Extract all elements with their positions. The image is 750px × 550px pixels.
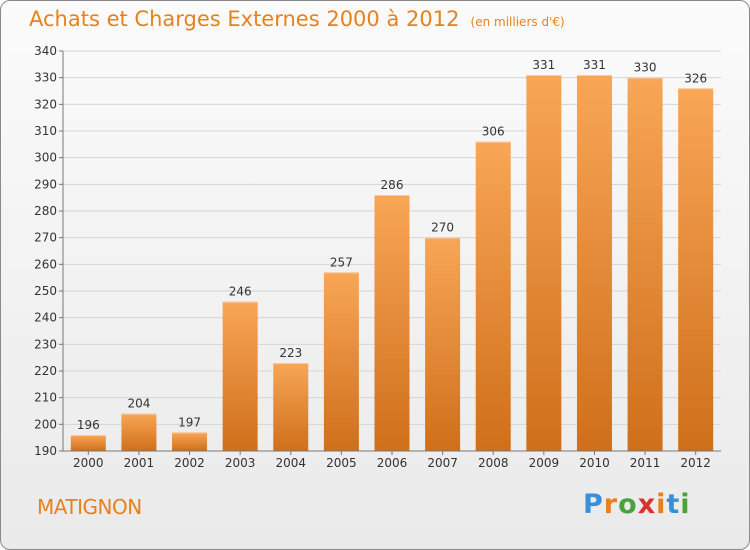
y-tick-label: 230 (34, 337, 57, 351)
bar-2009 (526, 75, 562, 451)
y-tick-label: 340 (34, 44, 57, 58)
bars (70, 75, 714, 452)
value-label-2011: 330 (634, 61, 657, 75)
y-tick-label: 270 (34, 231, 57, 245)
logo-letter: o (618, 489, 638, 520)
bar-2002 (172, 432, 208, 451)
x-tick-label-2004: 2004 (275, 456, 306, 470)
x-tick-label-2006: 2006 (377, 456, 408, 470)
x-tick-label-2005: 2005 (326, 456, 357, 470)
y-tick-label: 220 (34, 364, 57, 378)
proxiti-logo: Proxiti (583, 489, 691, 520)
x-tick-label-2008: 2008 (478, 456, 509, 470)
y-tick-label: 320 (34, 97, 57, 111)
y-tick-label: 200 (34, 417, 57, 431)
bar-2005 (323, 272, 359, 451)
y-tick-label: 300 (34, 151, 57, 165)
x-tick-label-2001: 2001 (124, 456, 155, 470)
value-label-2004: 223 (279, 346, 302, 360)
chart-unit: (en milliers d'€) (470, 15, 565, 29)
value-label-2000: 196 (77, 418, 100, 432)
bar-2008 (475, 141, 511, 451)
value-labels: 196 204 197 246 223 257 286 270 306 331 331 330 326 (77, 58, 707, 432)
value-label-2012: 326 (684, 71, 707, 85)
y-tick-label: 190 (34, 444, 57, 458)
bar-2000 (70, 435, 106, 451)
value-label-2001: 204 (127, 397, 150, 411)
x-tick-label-2000: 2000 (73, 456, 104, 470)
x-tick-label-2012: 2012 (680, 456, 711, 470)
y-tick-label: 210 (34, 391, 57, 405)
town-name: MATIGNON (37, 495, 142, 519)
bar-2010 (576, 75, 612, 451)
value-label-2003: 246 (229, 285, 252, 299)
value-label-2010: 331 (583, 58, 606, 72)
bar-2006 (374, 195, 410, 451)
y-tick-label: 310 (34, 124, 57, 138)
y-tick-label: 330 (34, 71, 57, 85)
logo-letter: t (666, 489, 681, 520)
bar-2003 (222, 301, 258, 451)
value-label-2007: 270 (431, 221, 454, 235)
value-label-2008: 306 (482, 125, 505, 139)
x-tick-label-2011: 2011 (630, 456, 661, 470)
x-tick-label-2007: 2007 (427, 456, 458, 470)
value-label-2006: 286 (381, 178, 404, 192)
x-tick-label-2002: 2002 (174, 456, 205, 470)
y-tick-label: 250 (34, 284, 57, 298)
y-tick-label: 280 (34, 204, 57, 218)
logo-letter: r (603, 489, 619, 520)
y-axis-ticks: 190 200 210 220 230 240 250 260 270 280 290 300 310 3… (34, 44, 63, 458)
x-tick-label-2003: 2003 (225, 456, 256, 470)
logo-letter: P (583, 489, 604, 520)
logo-letter: i (680, 489, 691, 520)
y-tick-label: 260 (34, 257, 57, 271)
y-tick-label: 240 (34, 311, 57, 325)
y-tick-label: 290 (34, 177, 57, 191)
logo-letter: i (656, 489, 667, 520)
value-label-2005: 257 (330, 255, 353, 269)
x-axis-ticks: 2000 2001 2002 2003 2004 2005 2006 2007 2008 2009… (73, 451, 711, 470)
bar-2007 (425, 237, 461, 451)
x-tick-label-2009: 2009 (529, 456, 560, 470)
chart-title-block: Achats et Charges Externes 2000 à 2012 (… (29, 7, 565, 31)
x-tick-label-2010: 2010 (579, 456, 610, 470)
bar-2011 (627, 77, 663, 452)
chart-title: Achats et Charges Externes 2000 à 2012 (29, 7, 460, 31)
value-label-2002: 197 (178, 415, 201, 429)
value-label-2009: 331 (532, 58, 555, 72)
bar-2004 (273, 363, 309, 451)
bar-2001 (121, 413, 157, 451)
logo-letter: x (637, 489, 657, 520)
bar-2012 (678, 88, 714, 451)
